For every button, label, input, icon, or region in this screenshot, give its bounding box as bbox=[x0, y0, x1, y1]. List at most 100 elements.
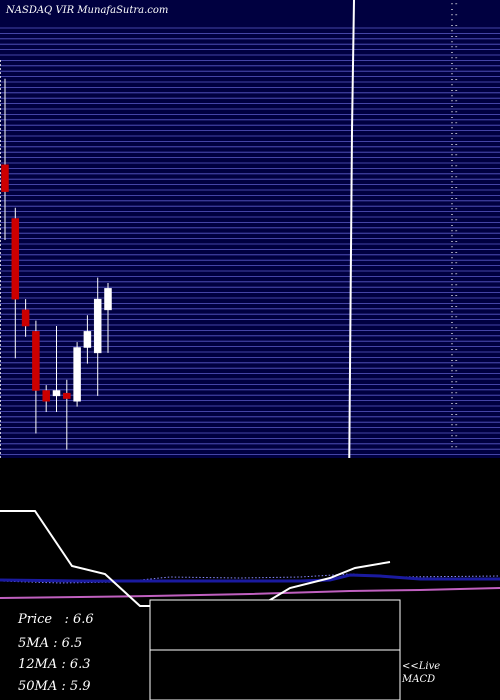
live-link[interactable]: <<Live bbox=[402, 661, 441, 672]
tick-label: - bbox=[450, 178, 454, 186]
tick-label: -- bbox=[450, 140, 458, 148]
tick-label: -- bbox=[450, 76, 458, 84]
tick-label: -- bbox=[450, 216, 458, 224]
candle-body bbox=[63, 392, 71, 399]
tick-label: - bbox=[450, 275, 454, 283]
tick-label: -- bbox=[450, 205, 458, 213]
tick-label: -- bbox=[450, 356, 458, 364]
tick-label: - bbox=[450, 135, 454, 143]
tick-label: - bbox=[450, 189, 454, 197]
tick-label: -- bbox=[450, 227, 458, 235]
tick-label: - bbox=[450, 265, 454, 273]
tick-label: - bbox=[450, 286, 454, 294]
tick-label: -- bbox=[450, 270, 458, 278]
tick-label: - bbox=[450, 113, 454, 121]
tick-label: - bbox=[450, 308, 454, 316]
tick-label: -- bbox=[450, 119, 458, 127]
tick-label: - bbox=[450, 146, 454, 154]
tick-label: - bbox=[450, 362, 454, 370]
macd-line bbox=[0, 573, 500, 583]
tick-label: -- bbox=[450, 259, 458, 267]
candles-layer bbox=[1, 78, 112, 450]
tick-label: - bbox=[450, 394, 454, 402]
tick-label: -- bbox=[450, 54, 458, 62]
tick-label: - bbox=[450, 27, 454, 35]
tick-label: -- bbox=[450, 443, 458, 451]
candle-body bbox=[73, 347, 81, 402]
ma50-stat: 50MA : 5.9 bbox=[18, 679, 91, 694]
tick-label: - bbox=[450, 16, 454, 24]
tick-label: -- bbox=[450, 65, 458, 73]
candle-body bbox=[11, 218, 20, 300]
tick-label: - bbox=[450, 221, 454, 229]
tick-label: - bbox=[450, 351, 454, 359]
right-axis-tick-labels: ----------------------------------------… bbox=[450, 0, 458, 451]
tick-label: - bbox=[450, 124, 454, 132]
tick-label: -- bbox=[450, 11, 458, 19]
tick-label: - bbox=[450, 38, 454, 46]
tick-label: -- bbox=[450, 43, 458, 51]
tick-label: -- bbox=[450, 32, 458, 40]
tick-label: - bbox=[450, 70, 454, 78]
tick-label: - bbox=[450, 297, 454, 305]
ma5-stat: 5MA : 6.5 bbox=[18, 636, 83, 651]
tick-label: -- bbox=[450, 184, 458, 192]
candle-body bbox=[104, 288, 112, 311]
tick-label: - bbox=[450, 405, 454, 413]
tick-label: -- bbox=[450, 378, 458, 386]
tick-label: - bbox=[450, 232, 454, 240]
tick-label: -- bbox=[450, 432, 458, 440]
tick-label: -- bbox=[450, 162, 458, 170]
tick-label: - bbox=[450, 92, 454, 100]
tick-label: - bbox=[450, 81, 454, 89]
tick-label: - bbox=[450, 340, 454, 348]
tick-label: -- bbox=[450, 400, 458, 408]
tick-label: -- bbox=[450, 173, 458, 181]
tick-label: - bbox=[450, 59, 454, 67]
tick-label: -- bbox=[450, 281, 458, 289]
candle-body bbox=[52, 390, 61, 397]
ma12-stat: 12MA : 6.3 bbox=[18, 657, 91, 672]
tick-label: - bbox=[450, 103, 454, 111]
tick-label: -- bbox=[450, 421, 458, 429]
tick-label: -- bbox=[450, 324, 458, 332]
tick-label: - bbox=[450, 211, 454, 219]
tick-label: - bbox=[450, 157, 454, 165]
tick-label: -- bbox=[450, 22, 458, 30]
candle-body bbox=[21, 309, 30, 327]
tick-label: -- bbox=[450, 248, 458, 256]
candle-body bbox=[32, 331, 40, 391]
tick-label: -- bbox=[450, 313, 458, 321]
tick-label: - bbox=[450, 416, 454, 424]
macd-label: MACD bbox=[402, 674, 436, 685]
tick-label: -- bbox=[450, 367, 458, 375]
chart-title: NASDAQ VIR MunafaSutra.com bbox=[5, 5, 168, 16]
tick-label: -- bbox=[450, 108, 458, 116]
candle-body bbox=[1, 164, 9, 192]
price-grid bbox=[0, 27, 500, 456]
tick-label: - bbox=[450, 200, 454, 208]
tick-label: -- bbox=[450, 389, 458, 397]
tick-label: -- bbox=[450, 335, 458, 343]
tick-label: - bbox=[450, 49, 454, 57]
signal-line bbox=[0, 587, 500, 599]
tick-label: -- bbox=[450, 410, 458, 418]
candle-body bbox=[42, 390, 50, 402]
tick-label: -- bbox=[450, 194, 458, 202]
tick-label: -- bbox=[450, 346, 458, 354]
tick-label: - bbox=[450, 329, 454, 337]
tick-label: -- bbox=[450, 238, 458, 246]
tick-label: - bbox=[450, 427, 454, 435]
tick-label: - bbox=[450, 167, 454, 175]
tick-label: -- bbox=[450, 97, 458, 105]
tick-label: -- bbox=[450, 302, 458, 310]
tick-label: -- bbox=[450, 151, 458, 159]
tick-label: -- bbox=[450, 130, 458, 138]
tick-label: - bbox=[450, 243, 454, 251]
candle-body bbox=[83, 331, 92, 348]
tick-label: - bbox=[450, 254, 454, 262]
tick-label: - bbox=[450, 319, 454, 327]
tick-label: -- bbox=[450, 0, 458, 8]
candle-body bbox=[93, 298, 102, 354]
